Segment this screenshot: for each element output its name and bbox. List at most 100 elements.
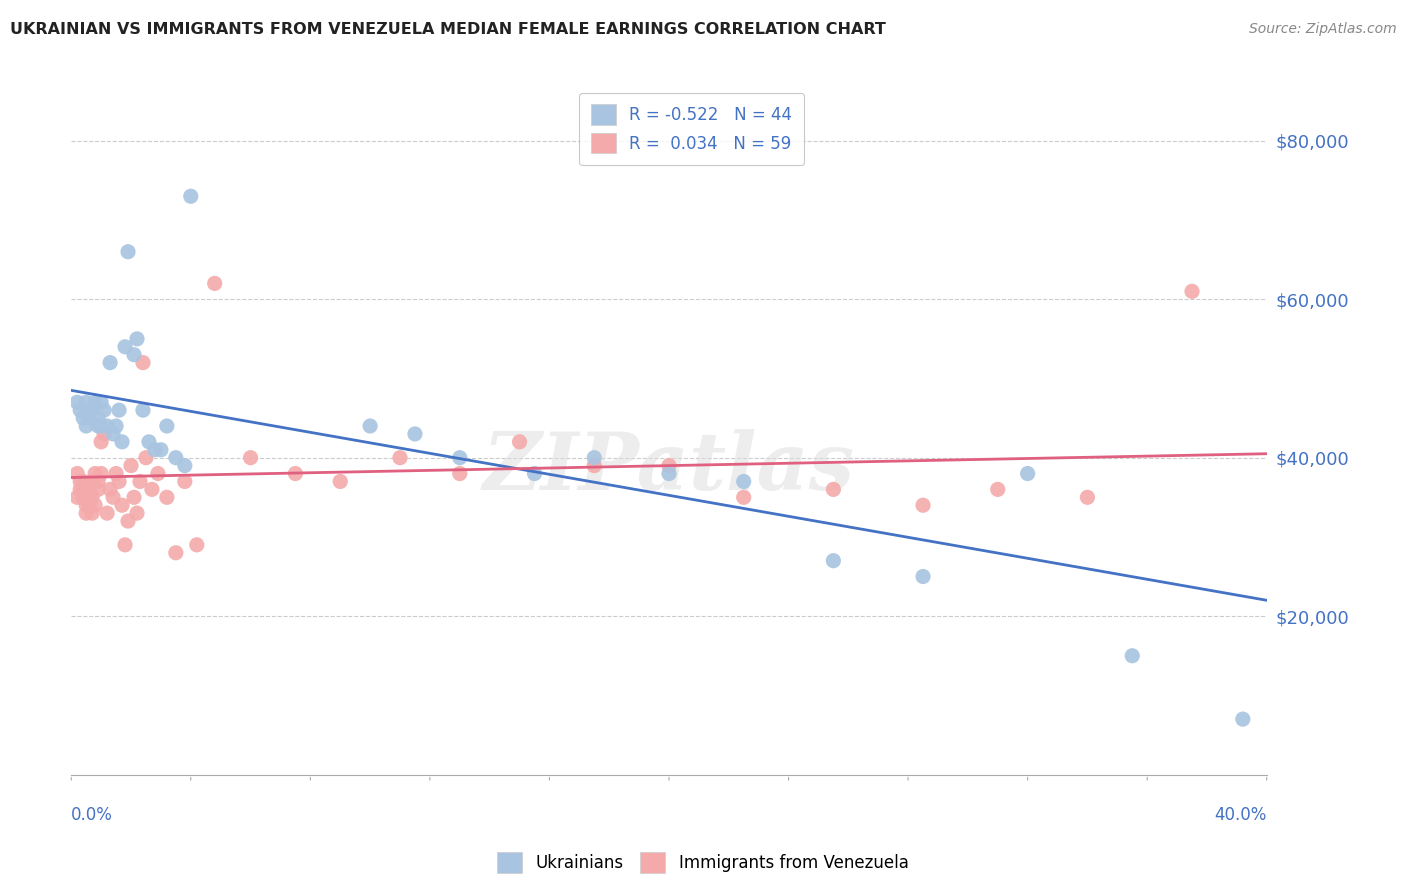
Point bbox=[84, 498, 107, 512]
Point bbox=[733, 475, 755, 489]
Point bbox=[101, 491, 124, 505]
Point bbox=[77, 483, 100, 497]
Point bbox=[69, 403, 91, 417]
Point bbox=[1017, 467, 1039, 481]
Point bbox=[72, 411, 94, 425]
Point bbox=[93, 403, 115, 417]
Point bbox=[77, 411, 100, 425]
Point bbox=[138, 434, 160, 449]
Point bbox=[583, 458, 606, 473]
Text: Source: ZipAtlas.com: Source: ZipAtlas.com bbox=[1249, 22, 1396, 37]
Point bbox=[90, 395, 112, 409]
Point bbox=[96, 506, 118, 520]
Point bbox=[66, 467, 89, 481]
Legend: R = -0.522   N = 44, R =  0.034   N = 59: R = -0.522 N = 44, R = 0.034 N = 59 bbox=[579, 93, 804, 165]
Point bbox=[141, 483, 163, 497]
Point bbox=[75, 419, 97, 434]
Point bbox=[84, 467, 107, 481]
Point bbox=[82, 491, 104, 505]
Point bbox=[1181, 285, 1204, 299]
Point bbox=[72, 483, 94, 497]
Point bbox=[823, 483, 845, 497]
Point bbox=[125, 506, 148, 520]
Point bbox=[329, 475, 352, 489]
Point bbox=[75, 498, 97, 512]
Point bbox=[75, 395, 97, 409]
Point bbox=[132, 403, 155, 417]
Point bbox=[284, 467, 307, 481]
Point bbox=[87, 411, 110, 425]
Point bbox=[101, 426, 124, 441]
Point bbox=[82, 506, 104, 520]
Point bbox=[66, 395, 89, 409]
Point bbox=[239, 450, 262, 465]
Point bbox=[90, 434, 112, 449]
Point bbox=[111, 434, 134, 449]
Point bbox=[117, 514, 139, 528]
Point bbox=[823, 554, 845, 568]
Point bbox=[156, 491, 179, 505]
Point bbox=[359, 419, 381, 434]
Point bbox=[173, 458, 195, 473]
Point bbox=[911, 569, 934, 583]
Point bbox=[66, 491, 89, 505]
Point bbox=[186, 538, 208, 552]
Point bbox=[93, 426, 115, 441]
Point bbox=[87, 483, 110, 497]
Point bbox=[90, 467, 112, 481]
Point bbox=[987, 483, 1010, 497]
Point bbox=[75, 491, 97, 505]
Point bbox=[583, 450, 606, 465]
Point bbox=[509, 434, 531, 449]
Point bbox=[82, 403, 104, 417]
Point bbox=[129, 475, 152, 489]
Point bbox=[108, 403, 131, 417]
Point bbox=[117, 244, 139, 259]
Point bbox=[75, 506, 97, 520]
Point bbox=[120, 458, 142, 473]
Text: 0.0%: 0.0% bbox=[72, 806, 112, 824]
Point bbox=[72, 491, 94, 505]
Point bbox=[90, 419, 112, 434]
Legend: Ukrainians, Immigrants from Venezuela: Ukrainians, Immigrants from Venezuela bbox=[491, 846, 915, 880]
Point bbox=[135, 450, 157, 465]
Point bbox=[122, 348, 145, 362]
Point bbox=[132, 356, 155, 370]
Point bbox=[449, 467, 471, 481]
Point bbox=[75, 483, 97, 497]
Text: ZIPatlas: ZIPatlas bbox=[482, 429, 855, 507]
Point bbox=[404, 426, 426, 441]
Point bbox=[77, 491, 100, 505]
Point bbox=[1076, 491, 1098, 505]
Point bbox=[82, 475, 104, 489]
Point bbox=[87, 419, 110, 434]
Point bbox=[122, 491, 145, 505]
Point bbox=[1232, 712, 1254, 726]
Point bbox=[98, 356, 121, 370]
Point bbox=[204, 277, 226, 291]
Point bbox=[149, 442, 172, 457]
Point bbox=[388, 450, 411, 465]
Point bbox=[165, 546, 187, 560]
Point bbox=[108, 475, 131, 489]
Point bbox=[77, 403, 100, 417]
Point bbox=[114, 340, 136, 354]
Point bbox=[143, 442, 166, 457]
Point bbox=[156, 419, 179, 434]
Point bbox=[125, 332, 148, 346]
Point bbox=[69, 475, 91, 489]
Point bbox=[105, 419, 128, 434]
Point bbox=[77, 498, 100, 512]
Point bbox=[733, 491, 755, 505]
Point bbox=[1121, 648, 1143, 663]
Point bbox=[911, 498, 934, 512]
Point bbox=[658, 467, 681, 481]
Point bbox=[173, 475, 195, 489]
Point bbox=[165, 450, 187, 465]
Point bbox=[72, 475, 94, 489]
Text: 40.0%: 40.0% bbox=[1215, 806, 1267, 824]
Point bbox=[180, 189, 202, 203]
Point bbox=[523, 467, 546, 481]
Point bbox=[114, 538, 136, 552]
Point bbox=[69, 483, 91, 497]
